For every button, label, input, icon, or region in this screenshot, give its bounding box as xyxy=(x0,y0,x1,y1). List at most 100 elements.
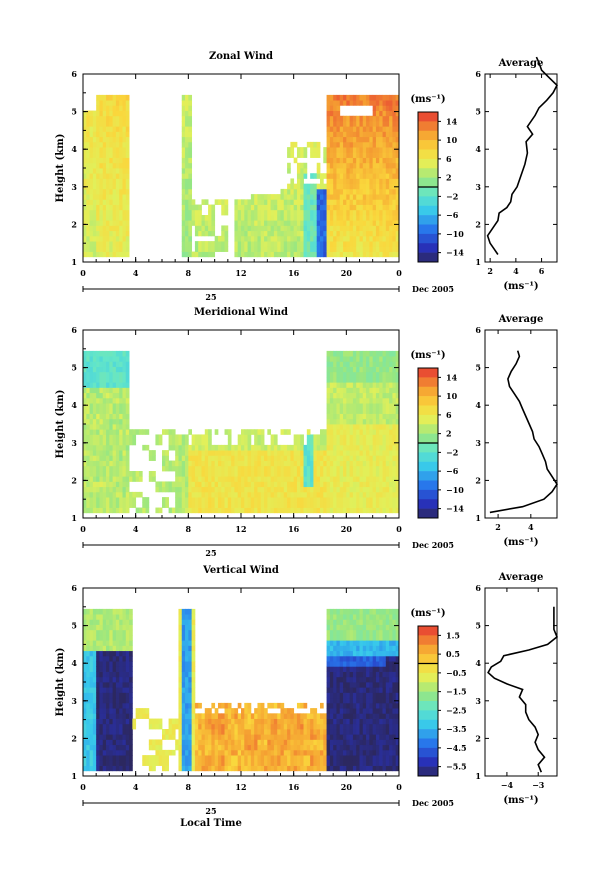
heatmap-cell xyxy=(366,408,370,414)
heatmap-cell xyxy=(224,708,229,714)
heatmap-cell xyxy=(83,366,87,373)
heatmap-cell xyxy=(352,392,357,399)
heatmap-cell xyxy=(106,455,110,461)
heatmap-cell xyxy=(313,460,318,467)
heatmap-cell xyxy=(178,460,183,467)
heatmap-cell xyxy=(343,418,347,425)
heatmap-cell xyxy=(352,491,357,498)
heatmap-cell xyxy=(125,147,130,153)
heatmap-cell xyxy=(92,702,97,709)
heatmap-cell xyxy=(106,225,110,232)
heatmap-cell xyxy=(329,157,334,164)
heatmap-cell xyxy=(145,708,150,714)
heatmap-cell xyxy=(185,94,189,101)
heatmap-cell xyxy=(257,450,262,456)
heatmap-cell xyxy=(369,147,374,153)
heatmap-cell xyxy=(89,507,94,514)
heatmap-cell xyxy=(306,734,311,740)
heatmap-cell xyxy=(112,235,117,242)
heatmap-cell xyxy=(356,382,360,388)
heatmap-cell xyxy=(329,126,334,132)
average-x-tick-label: 2 xyxy=(487,266,493,276)
heatmap-cell xyxy=(250,486,255,493)
heatmap-cell xyxy=(310,199,314,205)
heatmap-cell xyxy=(86,692,90,699)
heatmap-cell xyxy=(89,392,94,399)
heatmap-cell xyxy=(112,645,117,652)
heatmap-cell xyxy=(372,162,377,169)
heatmap-cell xyxy=(300,434,304,441)
heatmap-cell xyxy=(194,481,199,488)
heatmap-cell xyxy=(241,723,245,730)
heatmap-cell xyxy=(277,723,281,730)
heatmap-cell xyxy=(244,739,248,746)
heatmap-cell xyxy=(375,115,380,122)
heatmap-cell xyxy=(395,126,400,132)
heatmap-cell xyxy=(109,619,114,625)
heatmap-cell xyxy=(99,387,104,394)
heatmap-cell xyxy=(217,718,222,725)
heatmap-cell xyxy=(89,692,94,699)
heatmap-cell xyxy=(352,162,357,169)
heatmap-cell xyxy=(92,734,97,740)
heatmap-cell xyxy=(352,209,357,216)
heatmap-cell xyxy=(122,382,127,388)
heatmap-cell xyxy=(234,251,239,258)
heatmap-cell xyxy=(119,418,123,425)
heatmap-cell xyxy=(379,392,383,399)
heatmap-cell xyxy=(339,131,344,138)
x-tick-label: 4 xyxy=(133,524,139,534)
heatmap-cell xyxy=(122,729,127,735)
heatmap-cell xyxy=(280,502,285,508)
heatmap-cell xyxy=(99,635,104,641)
heatmap-cell xyxy=(264,708,268,714)
heatmap-cell xyxy=(188,157,193,164)
heatmap-cell xyxy=(385,115,390,122)
heatmap-cell xyxy=(247,729,252,735)
heatmap-cell xyxy=(89,230,94,237)
heatmap-cell xyxy=(122,215,127,221)
heatmap-cell xyxy=(112,178,117,185)
heatmap-cell xyxy=(375,246,380,252)
heatmap-cell xyxy=(385,471,390,477)
heatmap-cell xyxy=(326,382,331,388)
heatmap-cell xyxy=(106,765,110,772)
heatmap-cell xyxy=(96,199,100,205)
heatmap-cell xyxy=(185,209,189,216)
heatmap-cell xyxy=(379,152,383,158)
heatmap-cell xyxy=(356,188,360,195)
heatmap-cell xyxy=(349,434,354,441)
heatmap-cell xyxy=(109,455,114,461)
heatmap-cell xyxy=(293,450,298,456)
heatmap-cell xyxy=(283,749,288,756)
heatmap-cell xyxy=(366,230,370,237)
heatmap-cell xyxy=(356,387,360,394)
heatmap-cell xyxy=(112,413,117,420)
heatmap-cell xyxy=(234,749,239,756)
heatmap-cell xyxy=(96,502,100,508)
heatmap-cell xyxy=(352,131,357,138)
heatmap-cell xyxy=(247,246,252,252)
heatmap-cell xyxy=(277,713,281,719)
heatmap-cell xyxy=(313,455,318,461)
heatmap-cell xyxy=(115,486,120,493)
heatmap-cell xyxy=(224,246,229,252)
heatmap-cell xyxy=(185,744,189,751)
heatmap-cell xyxy=(336,491,341,498)
heatmap-cell xyxy=(320,251,324,258)
heatmap-cell xyxy=(296,481,301,488)
heatmap-cell xyxy=(211,230,216,237)
heatmap-cell xyxy=(119,377,123,383)
heatmap-cell xyxy=(296,230,301,237)
heatmap-cell xyxy=(125,702,130,709)
heatmap-cell xyxy=(277,225,281,232)
heatmap-cell xyxy=(181,692,186,699)
heatmap-cell xyxy=(227,749,232,756)
heatmap-cell xyxy=(320,765,324,772)
heatmap-cell xyxy=(359,387,364,394)
heatmap-cell xyxy=(178,708,183,714)
heatmap-cell xyxy=(241,476,245,482)
heatmap-cell xyxy=(349,387,354,394)
heatmap-cell xyxy=(119,682,123,688)
